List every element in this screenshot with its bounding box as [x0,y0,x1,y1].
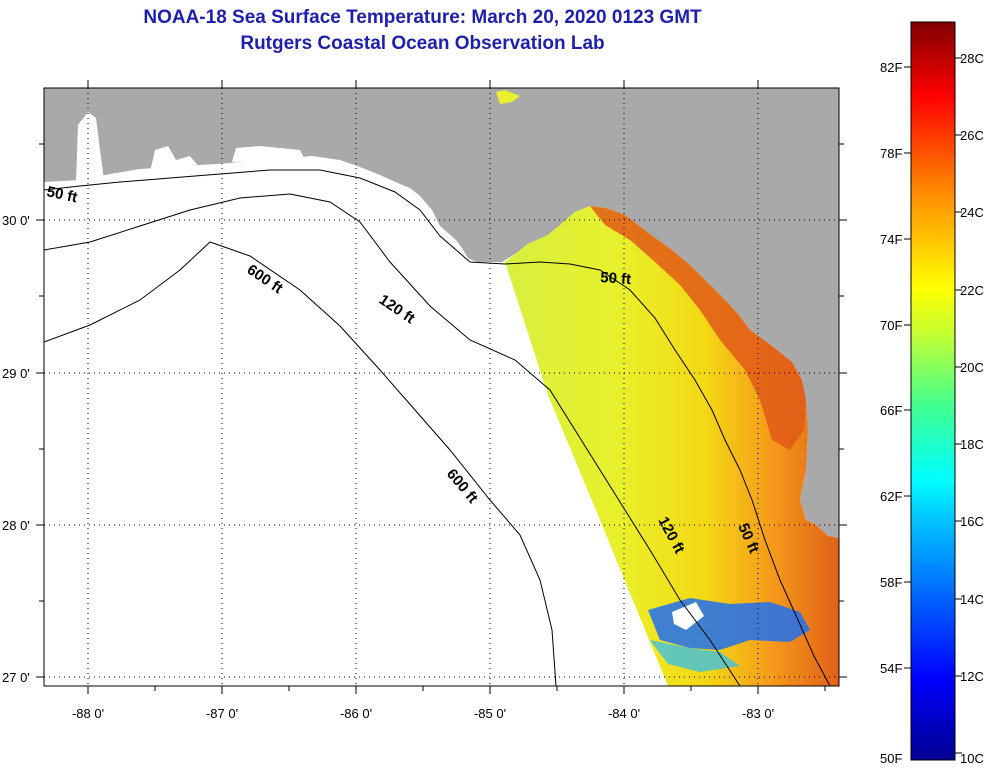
inland-data-patch [496,90,520,104]
lon-label-83: -83 0' [742,706,774,721]
mobile-bay [76,112,104,182]
pensacola-bay [150,146,200,172]
lon-label-86: -86 0' [340,706,372,721]
lon-label-85: -85 0' [474,706,506,721]
sst-warm-nearshore [590,206,806,450]
contour-label-50ft-big-bend: 50 ft [600,269,632,288]
colorbar-label-66f: 66F [880,403,902,418]
colorbar-label-14c: 14C [960,592,984,607]
sst-cool-patch-2 [650,640,740,672]
colorbar-label-28c: 28C [960,51,984,66]
lat-label-30: 30 0' [2,213,30,228]
lat-label-27: 27 0' [2,670,30,685]
apalachicola-bay [430,250,478,270]
lat-label-29: 29 0' [2,366,30,381]
cloud-mask [672,602,704,630]
colorbar-label-74f: 74F [880,232,902,247]
colorbar-scale [910,21,956,761]
map-title: NOAA-18 Sea Surface Temperature: March 2… [143,7,702,28]
colorbar-label-70f: 70F [880,318,902,333]
colorbar-ticks [904,57,962,754]
colorbar-label-54f: 54F [880,661,902,676]
colorbar-label-50f: 50F [880,751,902,766]
depth-contour-600ft [44,241,557,686]
colorbar-label-24c: 24C [960,205,984,220]
colorbar-label-82f: 82F [880,60,902,75]
colorbar-label-26c: 26C [960,128,984,143]
frame-ticks [36,80,847,694]
colorbar-label-62f: 62F [880,489,902,504]
map-border [43,87,840,687]
lat-label-28: 28 0' [2,518,30,533]
colorbar-label-10c: 10C [960,751,984,766]
sst-swath [505,206,839,686]
lon-label-88: -88 0' [72,706,104,721]
colorbar-label-22c: 22C [960,283,984,298]
colorbar-label-20c: 20C [960,360,984,375]
colorbar-label-16c: 16C [960,514,984,529]
choctawhatchee-bay [232,146,305,162]
land-mass [44,88,839,538]
depth-contour-120ft [44,193,741,686]
colorbar-label-12c: 12C [960,669,984,684]
depth-contour-50ft [44,169,831,686]
colorbar-label-58f: 58F [880,575,902,590]
lon-label-87: -87 0' [206,706,238,721]
contour-label-50ft-west: 50 ft [45,183,79,206]
map-subtitle: Rutgers Coastal Ocean Observation Lab [240,33,605,54]
colorbar-label-78f: 78F [880,146,902,161]
colorbar-label-18c: 18C [960,437,984,452]
lon-label-84: -84 0' [608,706,640,721]
